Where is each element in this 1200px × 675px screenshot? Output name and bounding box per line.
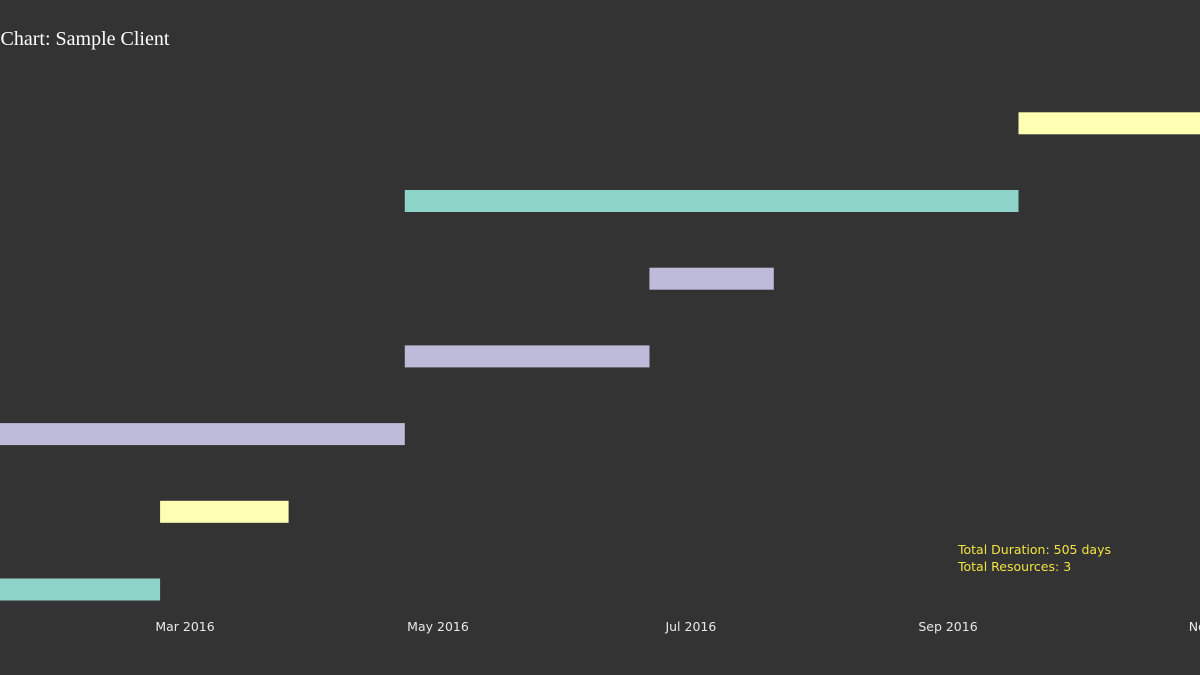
summary-annotation: Total Duration: 505 days Total Resources… (958, 541, 1111, 575)
total-resources-label: Total Resources: 3 (958, 559, 1072, 574)
x-tick-label: Sep 2016 (918, 619, 977, 634)
task-bar-2 (160, 500, 289, 523)
task-bar-5 (649, 267, 774, 290)
x-tick-label: May 2016 (407, 619, 469, 634)
task-bar-3 (0, 423, 405, 446)
task-bar-7 (1018, 112, 1200, 135)
x-tick-label: Mar 2016 (155, 619, 214, 634)
task-bar-6 (404, 190, 1019, 212)
x-tick-label: Jul 2016 (664, 619, 716, 634)
total-duration-label: Total Duration: 505 days (958, 542, 1111, 557)
task-bar-4 (404, 345, 650, 368)
x-tick-label: Nov (1189, 619, 1200, 634)
chart-title: t Chart: Sample Client (0, 28, 170, 50)
task-bar-1 (0, 578, 161, 601)
